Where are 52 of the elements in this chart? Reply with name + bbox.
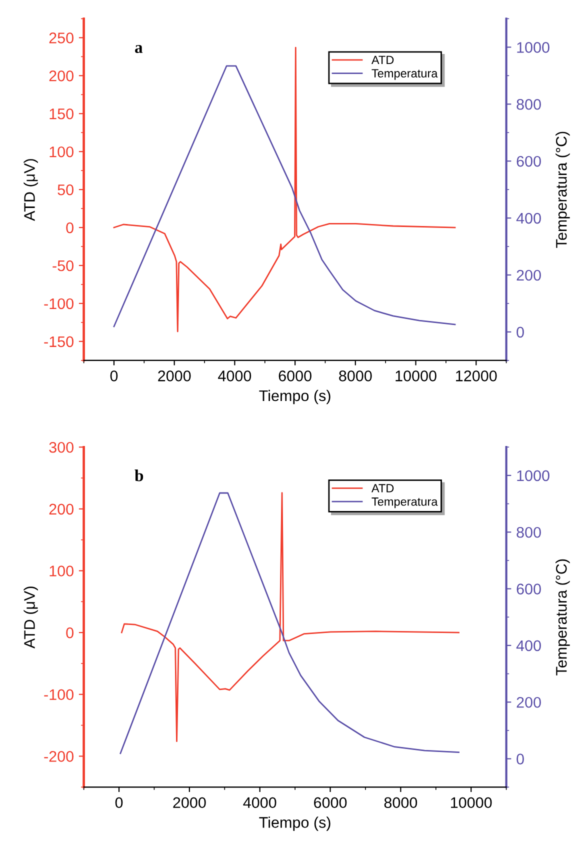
x-tick-label: 12000 [456, 370, 497, 382]
x-tick-label: 8000 [339, 370, 372, 382]
x-tick-label: 4000 [243, 797, 276, 808]
y-axis-title: ATD (μV) [24, 159, 38, 221]
y-tick-label: -150 [44, 336, 74, 348]
legend-label: ATD [371, 484, 394, 492]
legend-label: Temperatura [372, 498, 438, 508]
x-axis-title: Tiempo (s) [259, 390, 330, 404]
y-tick-label: 100 [50, 146, 74, 158]
x-tick-label: 10000 [451, 797, 492, 808]
y-tick-label: 50 [58, 184, 74, 196]
y-tick-label: 300 [49, 442, 74, 453]
y2-tick-label: 1000 [517, 470, 550, 482]
x-tick-label: 2000 [173, 797, 206, 808]
x-tick-label: 6000 [314, 797, 347, 808]
y-tick-label: -100 [44, 298, 74, 310]
x-tick-label: 8000 [384, 797, 418, 808]
y-tick-label: 0 [66, 627, 74, 638]
y-tick-label: 150 [50, 108, 74, 120]
y2-tick-label: 0 [516, 754, 524, 764]
y-tick-label: 200 [49, 70, 74, 82]
y2-tick-label: 400 [516, 640, 541, 652]
y-tick-label: 0 [66, 222, 74, 234]
y2-tick-label: 400 [516, 212, 541, 224]
legend-label: ATD [371, 56, 394, 64]
annotation: b [134, 470, 144, 482]
y2-tick-label: 600 [516, 584, 541, 594]
y-tick-label: -100 [44, 689, 74, 700]
y-tick-label: -50 [52, 260, 74, 272]
legend-label: Temperatura [372, 69, 438, 80]
y2-tick-label: 1000 [517, 42, 550, 53]
y-tick-label: 250 [49, 32, 74, 44]
y2-axis-title: Temperatura (°C) [556, 132, 570, 248]
y2-tick-label: 200 [516, 696, 541, 708]
x-tick-label: 4000 [218, 370, 252, 382]
x-tick-label: 0 [110, 370, 118, 382]
annotation: a [135, 45, 143, 54]
x-axis-title: Tiempo (s) [259, 816, 330, 831]
x-tick-label: 6000 [278, 370, 312, 382]
y-tick-label: 200 [49, 504, 74, 515]
y2-axis-title: Temperatura (°C) [556, 559, 570, 676]
y2-tick-label: 200 [516, 270, 541, 281]
x-tick-label: 2000 [158, 370, 191, 382]
y2-tick-label: 800 [516, 526, 541, 538]
y-tick-label: -200 [44, 751, 74, 762]
y2-tick-label: 600 [516, 156, 541, 167]
y2-tick-label: 0 [516, 326, 524, 338]
y2-tick-label: 800 [516, 98, 541, 110]
y-tick-label: 100 [50, 566, 74, 576]
y-axis-title: ATD (μV) [24, 586, 38, 648]
x-tick-label: 0 [115, 797, 123, 808]
x-tick-label: 10000 [396, 370, 436, 382]
